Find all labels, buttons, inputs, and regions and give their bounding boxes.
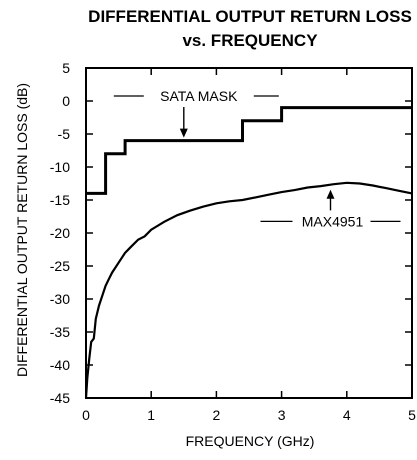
data-series (84, 106, 413, 399)
y-axis-label: DIFFERENTIAL OUTPUT RETURN LOSS (dB) (14, 83, 30, 377)
series-line-max4951 (84, 181, 413, 399)
x-tick-label: 5 (408, 407, 416, 423)
annotation-arrowhead (326, 189, 335, 199)
x-tick-label: 4 (343, 407, 351, 423)
y-tick-label: -15 (50, 192, 70, 208)
y-tick-label: -30 (50, 291, 70, 307)
y-tick-label: -5 (58, 126, 71, 142)
y-tick-label: -45 (50, 390, 70, 406)
annotation-label: MAX4951 (302, 213, 364, 229)
x-tick-label: 3 (278, 407, 286, 423)
y-tick-label: -25 (50, 258, 70, 274)
y-tick-label: -40 (50, 357, 70, 373)
annotations: SATA MASK MAX4951 (113, 88, 401, 229)
x-tick-label: 1 (147, 407, 155, 423)
y-tick-label: 0 (62, 93, 70, 109)
x-axis-label: FREQUENCY (GHz) (186, 433, 315, 449)
y-axis-ticks: 5 0 -5 -10 -15 -20 -25 -30 -35 -40 -45 (50, 60, 412, 406)
y-tick-label: -20 (50, 225, 70, 241)
x-tick-label: 2 (213, 407, 221, 423)
annotation-arrowhead (179, 128, 188, 138)
annotation-label: SATA MASK (160, 88, 238, 104)
series-line-sata-mask (86, 106, 412, 195)
y-tick-label: -10 (50, 159, 70, 175)
plot-frame (85, 67, 413, 399)
y-tick-label: 5 (62, 60, 70, 76)
chart-title-line2: vs. FREQUENCY (182, 31, 318, 50)
x-tick-label: 0 (82, 407, 90, 423)
chart-title-line1: DIFFERENTIAL OUTPUT RETURN LOSS (88, 7, 412, 26)
y-tick-label: -35 (50, 324, 70, 340)
